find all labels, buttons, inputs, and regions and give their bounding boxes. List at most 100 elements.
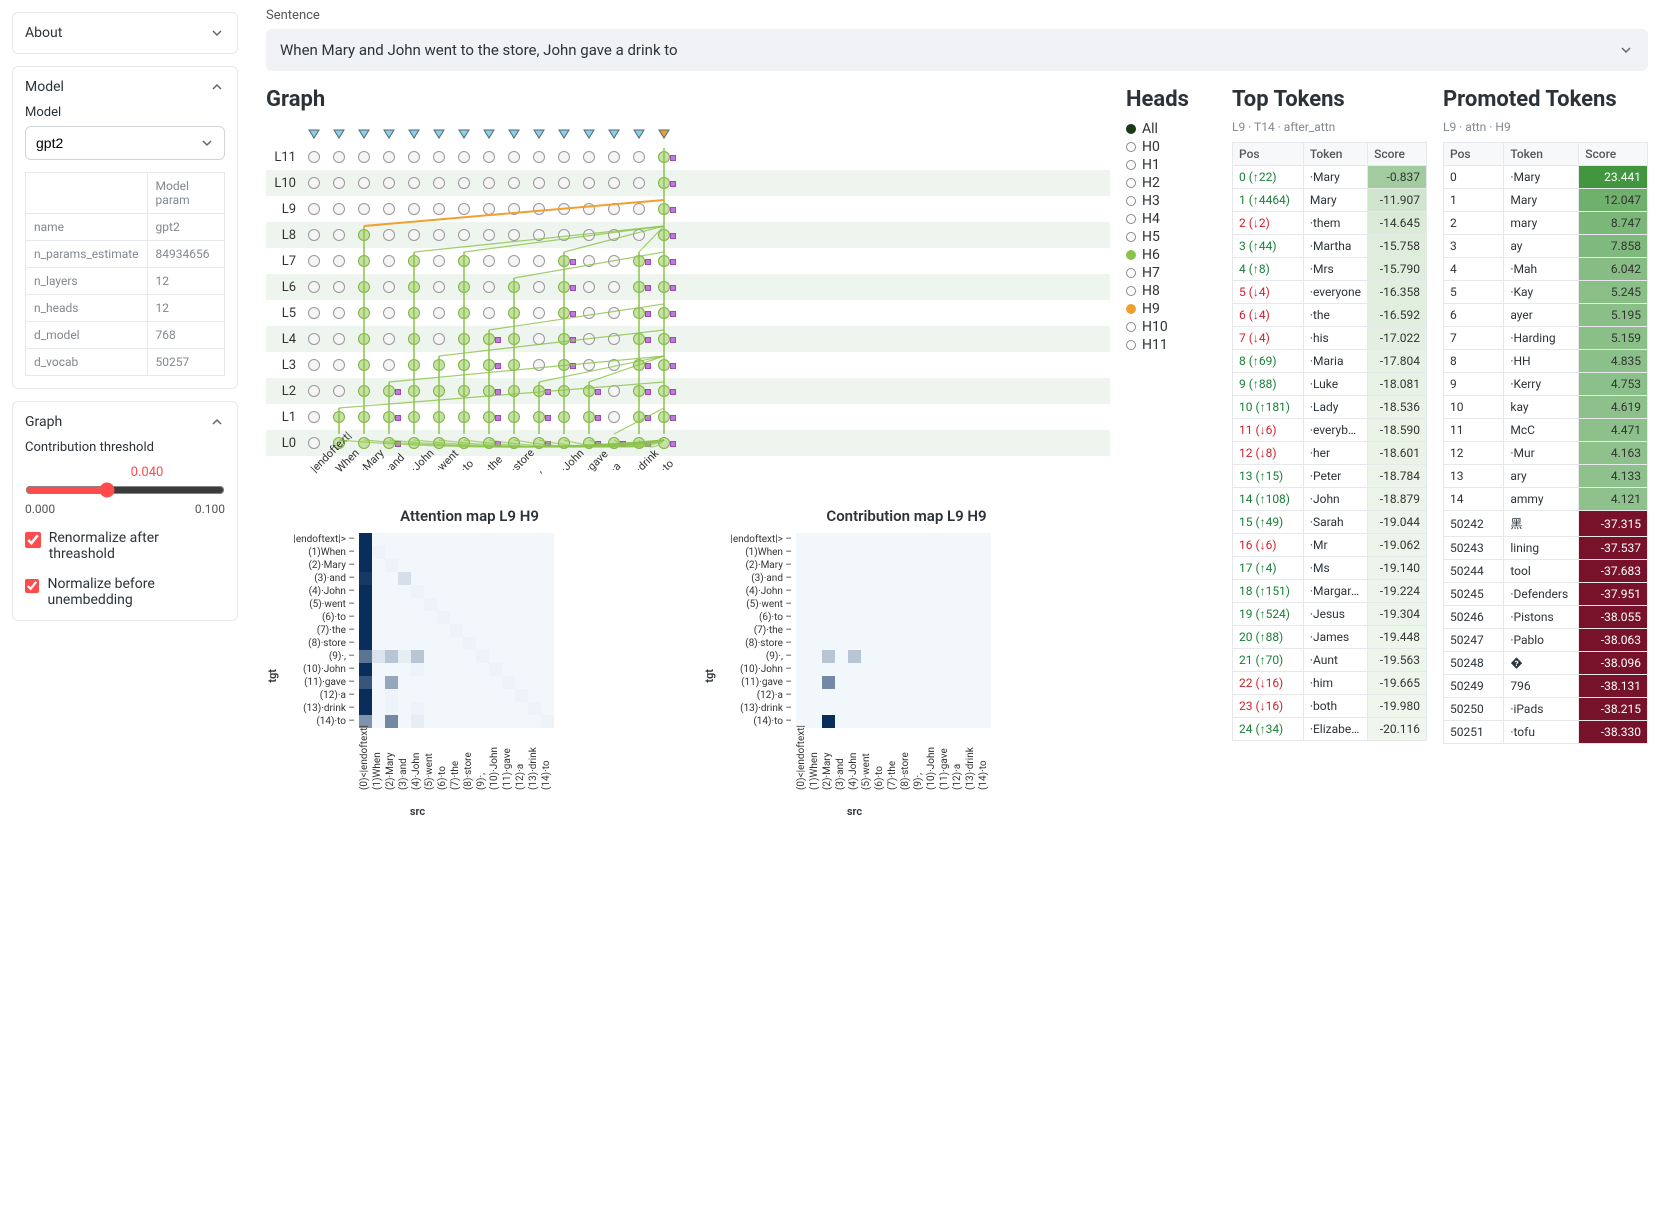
- table-row[interactable]: 9·Kerry4.753: [1444, 373, 1648, 396]
- head-item[interactable]: H5: [1126, 228, 1216, 246]
- graph-node[interactable]: [508, 255, 520, 267]
- table-row[interactable]: 50251·tofu-38.330: [1444, 721, 1648, 744]
- graph-node[interactable]: [458, 411, 470, 423]
- graph-node[interactable]: [508, 203, 520, 215]
- table-row[interactable]: 7·Harding5.159: [1444, 327, 1648, 350]
- graph-node[interactable]: [558, 229, 570, 241]
- graph-node[interactable]: [558, 437, 570, 449]
- column-header-icon[interactable]: [358, 128, 370, 140]
- graph-node[interactable]: [383, 385, 395, 397]
- graph-node[interactable]: [508, 307, 520, 319]
- graph-node[interactable]: [508, 281, 520, 293]
- graph-node[interactable]: [358, 307, 370, 319]
- table-row[interactable]: 10kay4.619: [1444, 396, 1648, 419]
- graph-node[interactable]: [383, 333, 395, 345]
- graph-node[interactable]: [658, 281, 670, 293]
- head-item[interactable]: H11: [1126, 336, 1216, 354]
- graph-node[interactable]: [658, 151, 670, 163]
- graph-node[interactable]: [458, 333, 470, 345]
- table-row[interactable]: 50248�-38.096: [1444, 652, 1648, 675]
- graph-node[interactable]: [483, 151, 495, 163]
- model-select[interactable]: gpt2: [25, 126, 225, 160]
- graph-node[interactable]: [408, 229, 420, 241]
- graph-node[interactable]: [383, 151, 395, 163]
- graph-node[interactable]: [433, 307, 445, 319]
- graph-node[interactable]: [358, 281, 370, 293]
- graph-node[interactable]: [408, 203, 420, 215]
- graph-node[interactable]: [308, 255, 320, 267]
- table-row[interactable]: 17 (↑4)·Ms-19.140: [1233, 557, 1427, 580]
- graph-node[interactable]: [633, 437, 645, 449]
- graph-node[interactable]: [433, 255, 445, 267]
- graph-node[interactable]: [483, 255, 495, 267]
- graph-node[interactable]: [483, 411, 495, 423]
- head-item[interactable]: H7: [1126, 264, 1216, 282]
- table-row[interactable]: 11McC4.471: [1444, 419, 1648, 442]
- table-row[interactable]: 8 (↑69)·Maria-17.804: [1233, 350, 1427, 373]
- graph-node[interactable]: [633, 385, 645, 397]
- renorm-row[interactable]: Renormalize after threashold: [25, 530, 225, 562]
- table-row[interactable]: 6ayer5.195: [1444, 304, 1648, 327]
- table-row[interactable]: 6 (↓4)·the-16.592: [1233, 304, 1427, 327]
- graph-node[interactable]: [483, 333, 495, 345]
- table-row[interactable]: 23 (↓16)·both-19.980: [1233, 695, 1427, 718]
- head-item[interactable]: H8: [1126, 282, 1216, 300]
- table-row[interactable]: 20 (↑88)·James-19.448: [1233, 626, 1427, 649]
- graph-node[interactable]: [633, 359, 645, 371]
- graph-node[interactable]: [558, 203, 570, 215]
- graph-node[interactable]: [458, 307, 470, 319]
- graph-node[interactable]: [358, 151, 370, 163]
- graph-node[interactable]: [383, 229, 395, 241]
- graph-node[interactable]: [308, 151, 320, 163]
- graph-node[interactable]: [533, 255, 545, 267]
- graph-node[interactable]: [608, 333, 620, 345]
- graph-node[interactable]: [608, 177, 620, 189]
- graph-node[interactable]: [308, 177, 320, 189]
- head-item[interactable]: H3: [1126, 192, 1216, 210]
- head-item[interactable]: H2: [1126, 174, 1216, 192]
- graph-node[interactable]: [458, 385, 470, 397]
- graph-node[interactable]: [608, 255, 620, 267]
- about-header[interactable]: About: [25, 25, 225, 41]
- graph-node[interactable]: [533, 203, 545, 215]
- column-header-icon[interactable]: [433, 128, 445, 140]
- normbefore-row[interactable]: Normalize before unembedding: [25, 576, 225, 608]
- graph-node[interactable]: [608, 203, 620, 215]
- table-row[interactable]: 50247·Pablo-38.063: [1444, 629, 1648, 652]
- graph-node[interactable]: [633, 307, 645, 319]
- graph-node[interactable]: [633, 151, 645, 163]
- graph-node[interactable]: [508, 411, 520, 423]
- graph-node[interactable]: [383, 359, 395, 371]
- graph-node[interactable]: [383, 255, 395, 267]
- graph-node[interactable]: [333, 411, 345, 423]
- graph-node[interactable]: [458, 281, 470, 293]
- table-row[interactable]: 24 (↑34)·Elizabeth-20.116: [1233, 718, 1427, 741]
- graph-node[interactable]: [483, 307, 495, 319]
- column-header-icon[interactable]: [508, 128, 520, 140]
- graph-node[interactable]: [633, 203, 645, 215]
- table-row[interactable]: 22 (↓16)·him-19.665: [1233, 672, 1427, 695]
- column-header-icon[interactable]: [483, 128, 495, 140]
- graph-node[interactable]: [583, 229, 595, 241]
- graph-node[interactable]: [408, 385, 420, 397]
- graph-node[interactable]: [658, 359, 670, 371]
- table-row[interactable]: 3 (↑44)·Martha-15.758: [1233, 235, 1427, 258]
- graph-node[interactable]: [583, 385, 595, 397]
- column-header-icon[interactable]: [533, 128, 545, 140]
- graph-node[interactable]: [508, 385, 520, 397]
- graph-node[interactable]: [583, 177, 595, 189]
- graph-node[interactable]: [483, 229, 495, 241]
- graph-node[interactable]: [333, 229, 345, 241]
- graph-node[interactable]: [408, 411, 420, 423]
- graph-node[interactable]: [458, 151, 470, 163]
- graph-node[interactable]: [483, 203, 495, 215]
- graph-node[interactable]: [333, 359, 345, 371]
- graph-node[interactable]: [483, 385, 495, 397]
- graph-node[interactable]: [383, 281, 395, 293]
- attention-heatmap[interactable]: tgt |endoftext|> –(1)When –(2)·Mary –(3)…: [266, 533, 673, 818]
- table-row[interactable]: 4·Mah6.042: [1444, 258, 1648, 281]
- head-item[interactable]: H0: [1126, 138, 1216, 156]
- renorm-checkbox[interactable]: [25, 532, 41, 548]
- head-item[interactable]: H4: [1126, 210, 1216, 228]
- graph-node[interactable]: [558, 281, 570, 293]
